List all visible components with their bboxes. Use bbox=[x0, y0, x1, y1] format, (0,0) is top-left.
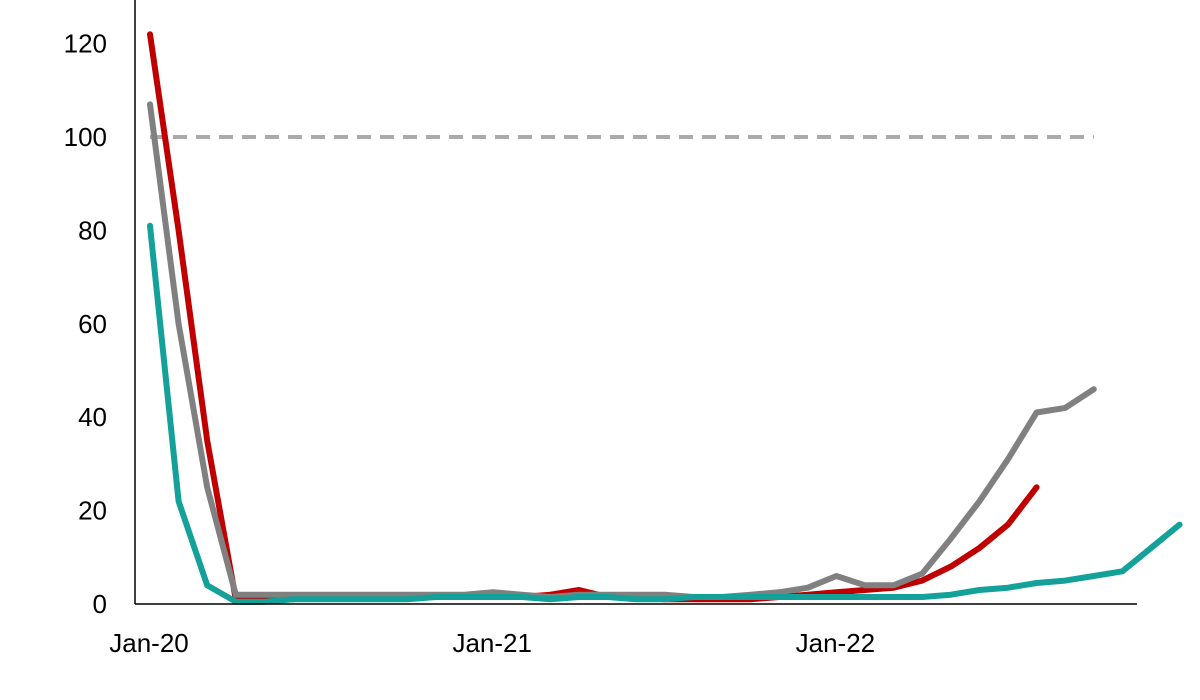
x-tick-label: Jan-21 bbox=[452, 628, 532, 658]
tick-label-layer: 0 20 40 60 80 100 120 Jan-20 Jan-21 Jan-22 bbox=[64, 29, 876, 658]
y-tick-label: 40 bbox=[78, 402, 107, 432]
y-tick-label: 120 bbox=[64, 29, 107, 59]
series-line-3 bbox=[147, 222, 1183, 605]
x-tick-label: Jan-20 bbox=[109, 628, 189, 658]
series-line-2 bbox=[147, 101, 1097, 600]
x-tick-label: Jan-22 bbox=[796, 628, 876, 658]
y-tick-label: 80 bbox=[78, 215, 107, 245]
y-tick-label: 20 bbox=[78, 496, 107, 526]
axis-layer bbox=[134, 0, 1137, 605]
y-tick-label: 0 bbox=[93, 589, 107, 619]
y-tick-label: 100 bbox=[64, 122, 107, 152]
y-tick-label: 60 bbox=[78, 309, 107, 339]
series-layer bbox=[147, 31, 1183, 605]
series-line-1 bbox=[147, 31, 1040, 603]
